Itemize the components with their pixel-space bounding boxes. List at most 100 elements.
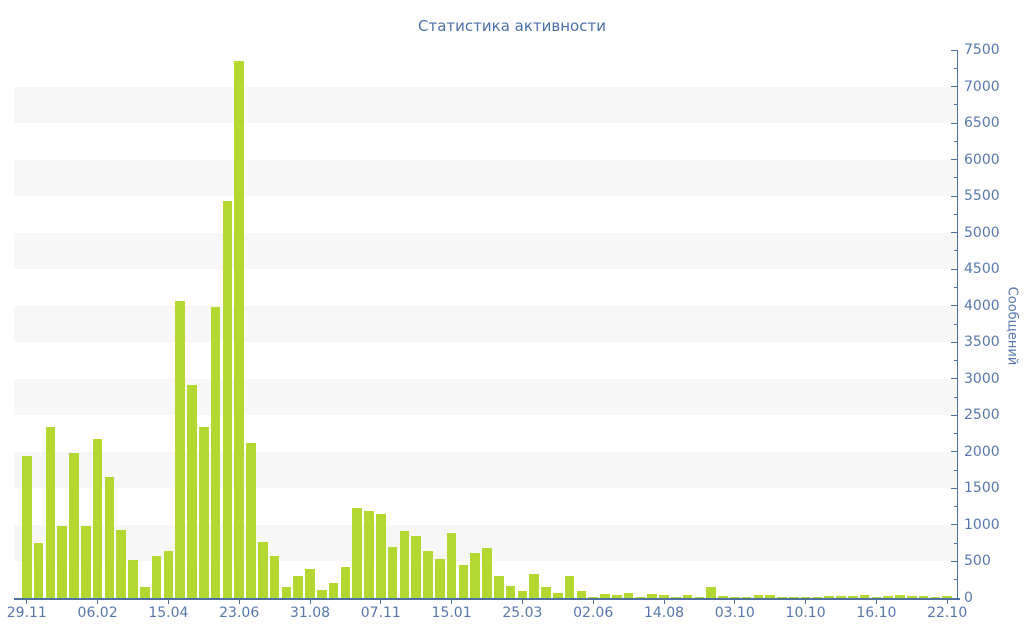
y-tick [950,268,957,270]
y-tick-label: 3500 [964,334,1000,351]
bar [847,596,858,598]
y-tick-label: 2000 [964,443,1000,460]
x-tick-label: 03.10 [714,605,755,621]
y-tick [950,560,957,562]
y-tick-label: 1000 [964,516,1000,533]
plot-area: 0 500 1000 1500 2000 2500 3000 3500 4000 4500 5000… [7,43,1000,620]
bar [930,596,941,598]
bar [92,439,103,598]
bar [718,596,728,598]
x-tick [663,600,665,604]
bar [316,589,327,598]
bar [659,595,669,598]
bar [446,532,457,598]
bar [458,564,469,598]
x-tick [805,600,807,604]
x-tick [875,600,877,604]
bar [836,595,846,598]
bar [222,201,233,598]
y-minor-tick [953,286,957,288]
bar [895,595,905,598]
grid-band [14,451,958,489]
x-tick-label: 15.04 [148,605,189,621]
bar [281,587,292,598]
bar [187,385,197,598]
y-minor-tick [953,396,957,398]
bar [411,535,422,598]
y-tick [950,86,957,88]
y-tick [950,414,957,416]
x-tick-label: 23.06 [219,605,260,621]
bar [906,595,917,598]
bar [729,597,740,598]
x-tick-label: 15.01 [431,605,472,621]
y-tick [950,305,957,307]
x-tick-label: 10.10 [785,605,826,621]
bar [57,526,68,598]
bar [470,552,481,598]
y-minor-tick [953,323,957,325]
bar [800,596,811,598]
y-tick-label: 4000 [964,297,1000,314]
bar [859,595,870,598]
y-minor-tick [953,140,957,142]
bar [33,543,44,598]
y-minor-tick [953,506,957,508]
x-tick [97,600,99,604]
x-tick [167,600,169,604]
y-tick [950,341,957,343]
y-minor-tick [953,433,957,435]
bar [706,587,717,598]
bar [434,558,445,598]
bar [364,511,374,598]
bar [541,587,551,598]
bar [694,597,705,598]
y-tick [950,487,957,489]
grid-band [14,378,958,416]
y-tick-label: 1500 [964,480,1000,497]
bar [69,452,79,598]
grid-band [14,159,958,197]
bar [293,576,304,598]
y-tick-label: 7000 [964,78,1000,95]
y-tick [950,49,957,51]
x-tick-label: 29.11 [6,605,47,621]
x-tick [592,600,594,604]
bar [198,427,209,598]
y-minor-tick [953,104,957,106]
grid-band [14,86,958,124]
x-tick [238,600,240,604]
bar [269,555,280,598]
bar [647,593,658,598]
bar [210,307,221,598]
chart-title: Статистика активности [418,17,606,35]
y-tick-label: 0 [964,590,973,606]
y-tick [950,378,957,380]
x-axis [14,598,960,600]
x-tick-label: 06.02 [77,605,118,621]
bar [45,427,56,598]
bar [753,594,764,598]
bar [505,586,516,598]
bar [529,573,540,598]
y-tick-label: 5500 [964,188,1000,205]
bar [765,595,776,598]
bar [635,596,646,598]
bar [918,596,929,598]
y-tick-label: 4500 [964,261,1000,278]
x-tick [521,600,523,604]
bar [175,300,186,598]
bar [139,587,150,598]
bar [151,556,162,598]
bar [257,542,268,598]
bar [423,551,433,598]
x-tick-label: 31.08 [289,605,331,621]
y-tick-label: 7500 [964,42,1000,58]
x-tick-label: 22.10 [927,605,968,621]
bar [116,530,127,598]
bar [387,546,398,598]
bar [352,508,363,598]
x-tick-label: 16.10 [856,605,897,621]
y-tick [950,122,957,124]
